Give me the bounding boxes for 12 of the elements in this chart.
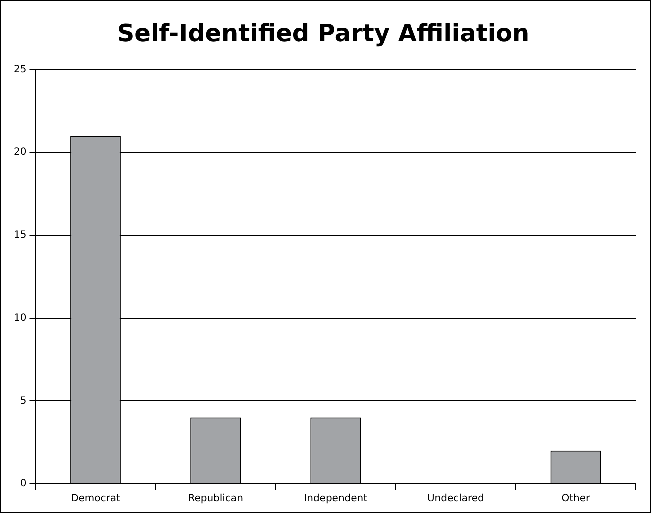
y-tick-label: 5 <box>20 396 27 407</box>
y-tick-label: 10 <box>14 312 27 324</box>
x-tick-label: Other <box>562 494 592 505</box>
y-tick-label: 15 <box>14 230 27 242</box>
x-tick-label: Republican <box>188 494 244 505</box>
chart-title: Self-Identified Party Affiliation <box>117 20 530 48</box>
x-tick-label: Democrat <box>71 494 121 505</box>
x-tick-label: Undeclared <box>427 494 484 505</box>
y-tick-label: 20 <box>14 147 27 158</box>
y-tick-label: 25 <box>14 64 27 76</box>
x-tick-label: Independent <box>304 494 368 505</box>
y-tick-label: 0 <box>20 478 27 490</box>
